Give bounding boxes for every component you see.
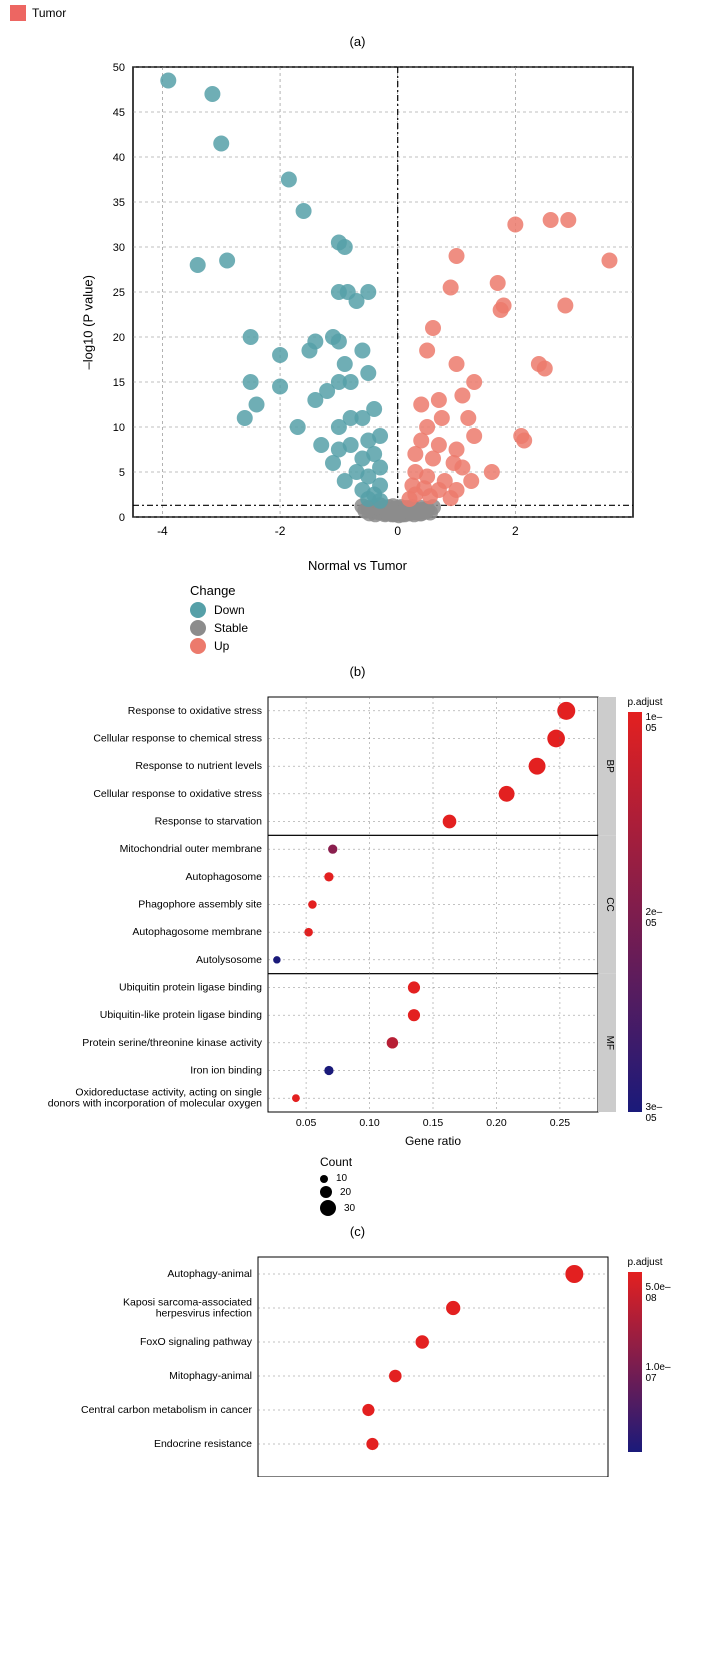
svg-text:0: 0: [118, 512, 124, 524]
svg-text:0.05: 0.05: [295, 1117, 316, 1129]
volcano-container: –log10 (P value) 05101520253035404550-4-…: [68, 57, 648, 573]
go-dotplot: BP Response to oxidative stress Cellular r…: [8, 687, 628, 1147]
count-label: 20: [340, 1187, 351, 1198]
legend-dot: [190, 620, 206, 636]
panel-label-c: (c): [0, 1224, 715, 1239]
colorbar-tick: 2e–05: [646, 907, 663, 929]
legend-label: Down: [214, 603, 245, 617]
svg-text:10: 10: [112, 422, 124, 434]
svg-text:Protein serine/threonine kinas: Protein serine/threonine kinase activity: [82, 1037, 263, 1049]
go-colorbar-label: p.adjust: [628, 697, 698, 708]
svg-text:Endocrine resistance: Endocrine resistance: [153, 1438, 251, 1450]
svg-text:40: 40: [112, 152, 124, 164]
legend-dot: [190, 638, 206, 654]
svg-text:0.20: 0.20: [486, 1117, 507, 1129]
svg-text:Phagophore assembly site: Phagophore assembly site: [138, 899, 262, 911]
legend-item-down: Down: [190, 602, 390, 618]
legend-label: Stable: [214, 621, 248, 635]
svg-text:15: 15: [112, 377, 124, 389]
go-container: BP Response to oxidative stress Cellular r…: [8, 687, 708, 1147]
count-legend: Count 10 20 30: [320, 1155, 440, 1216]
svg-text:Autophagosome: Autophagosome: [185, 871, 262, 883]
svg-text:Gene ratio: Gene ratio: [404, 1134, 460, 1147]
volcano-legend: Change Down Stable Up: [190, 583, 390, 654]
svg-text:Mitophagy-animal: Mitophagy-animal: [169, 1370, 252, 1382]
count-label: 10: [336, 1173, 347, 1184]
svg-text:-4: -4: [157, 524, 168, 538]
kegg-dotplot: Autophagy-animalKaposi sarcoma-associate…: [8, 1247, 628, 1477]
svg-text:Ubiquitin-like protein ligase: Ubiquitin-like protein ligase binding: [99, 1009, 261, 1021]
legend-item-up: Up: [190, 638, 390, 654]
colorbar-tick: 3e–05: [646, 1102, 663, 1124]
tumor-label: Tumor: [32, 6, 66, 20]
svg-text:20: 20: [112, 332, 124, 344]
legend-label: Up: [214, 639, 229, 653]
svg-text:30: 30: [112, 242, 124, 254]
count-dot: [320, 1200, 336, 1216]
count-item: 20: [320, 1186, 440, 1198]
svg-text:herpesvirus infection: herpesvirus infection: [155, 1308, 251, 1320]
svg-text:Autophagosome membrane: Autophagosome membrane: [132, 926, 262, 938]
svg-text:donors with incorporation of m: donors with incorporation of molecular o…: [47, 1098, 261, 1110]
volcano-xlabel: Normal vs Tumor: [68, 558, 648, 573]
colorbar-tick: 1.0e–07: [646, 1362, 671, 1384]
volcano-legend-title: Change: [190, 583, 390, 598]
legend-dot: [190, 602, 206, 618]
svg-text:25: 25: [112, 287, 124, 299]
svg-text:Autophagy-animal: Autophagy-animal: [167, 1268, 252, 1280]
volcano-plot: 0 5 10 15 20 25 30 35 40 45 50 -4 -2 0 2: [68, 57, 648, 547]
svg-text:Cellular response to chemical: Cellular response to chemical stress: [93, 733, 262, 745]
svg-text:0.10: 0.10: [359, 1117, 380, 1129]
count-label: 30: [344, 1203, 355, 1214]
panel-label-b: (b): [0, 664, 715, 679]
count-item: 30: [320, 1200, 440, 1216]
svg-text:MF: MF: [604, 1036, 615, 1050]
top-legend: Tumor: [0, 0, 715, 26]
kegg-colorbar-label: p.adjust: [628, 1257, 698, 1268]
svg-text:5: 5: [118, 467, 124, 479]
kegg-container: Autophagy-animalKaposi sarcoma-associate…: [8, 1247, 708, 1477]
svg-text:Autolysosome: Autolysosome: [196, 954, 262, 966]
count-dot: [320, 1175, 328, 1183]
count-item: 10: [320, 1173, 440, 1184]
svg-text:Ubiquitin protein ligase bindi: Ubiquitin protein ligase binding: [118, 982, 261, 994]
kegg-colorbar: p.adjust 5.0e–08 1.0e–07: [628, 1247, 698, 1477]
colorbar-tick: 1e–05: [646, 712, 663, 734]
svg-text:FoxO signaling pathway: FoxO signaling pathway: [139, 1336, 252, 1348]
svg-text:Response to nutrient levels: Response to nutrient levels: [135, 760, 262, 772]
svg-text:Cellular response to oxidative: Cellular response to oxidative stress: [93, 788, 262, 800]
svg-text:0.25: 0.25: [549, 1117, 570, 1129]
legend-item-stable: Stable: [190, 620, 390, 636]
svg-text:Response to starvation: Response to starvation: [154, 816, 262, 828]
svg-text:BP: BP: [604, 759, 615, 773]
svg-text:CC: CC: [604, 897, 615, 911]
svg-text:Mitochondrial outer membrane: Mitochondrial outer membrane: [119, 843, 262, 855]
volcano-ylabel: –log10 (P value): [80, 220, 95, 370]
count-legend-title: Count: [320, 1155, 440, 1169]
svg-text:Central carbon metabolism in c: Central carbon metabolism in cancer: [81, 1404, 252, 1416]
svg-text:Response to oxidative stress: Response to oxidative stress: [127, 705, 261, 717]
go-colorbar: p.adjust 1e–05 2e–05 3e–05: [628, 687, 698, 1147]
svg-text:2: 2: [512, 524, 519, 538]
svg-text:0: 0: [394, 524, 401, 538]
go-gradient-bar: [628, 712, 642, 1112]
svg-text:0.15: 0.15: [422, 1117, 443, 1129]
panel-label-a: (a): [0, 34, 715, 49]
svg-text:Iron ion binding: Iron ion binding: [190, 1065, 262, 1077]
svg-text:50: 50: [112, 62, 124, 74]
svg-text:35: 35: [112, 197, 124, 209]
svg-text:-2: -2: [274, 524, 285, 538]
colorbar-tick: 5.0e–08: [646, 1282, 671, 1304]
kegg-gradient-bar: [628, 1272, 642, 1452]
tumor-swatch: [10, 5, 26, 21]
svg-text:45: 45: [112, 107, 124, 119]
count-dot: [320, 1186, 332, 1198]
